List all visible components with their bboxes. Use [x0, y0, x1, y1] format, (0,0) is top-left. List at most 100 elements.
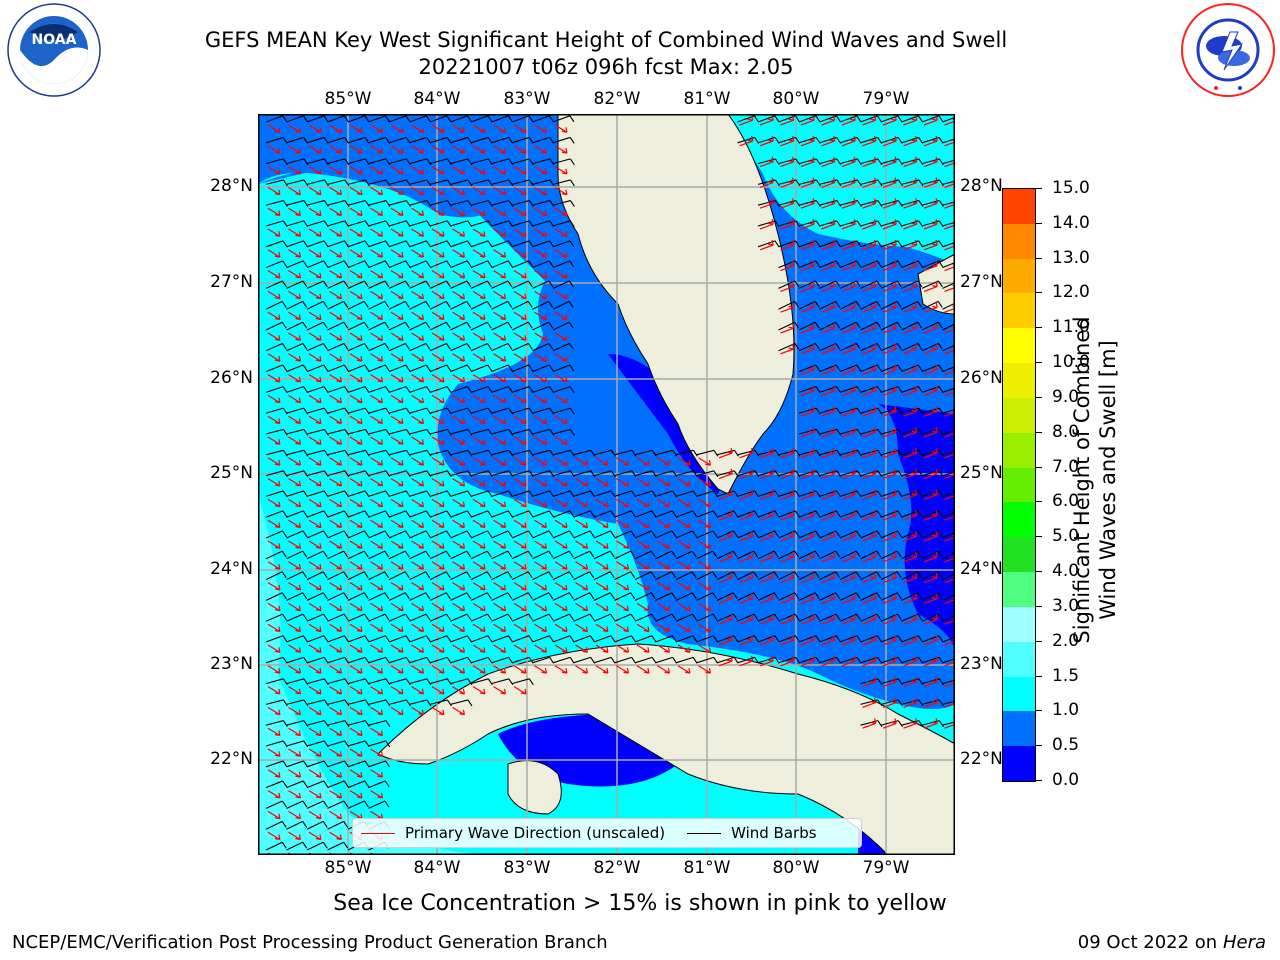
- wind-barb: [839, 321, 861, 331]
- wave-arrow: [411, 602, 425, 612]
- wave-arrow: [390, 332, 404, 341]
- wave-arrow: [390, 353, 404, 362]
- wave-arrow: [370, 415, 384, 425]
- wave-arrow: [472, 394, 486, 404]
- wave-arrow: [882, 135, 897, 147]
- wave-arrow: [411, 686, 425, 695]
- wave-arrow: [739, 135, 754, 147]
- wave-arrow: [370, 374, 384, 383]
- wind-barb: [306, 115, 329, 123]
- wave-arrow: [288, 706, 302, 716]
- wind-barb: [409, 592, 431, 601]
- wave-arrow: [944, 368, 955, 376]
- wave-arrow: [923, 614, 938, 625]
- wave-arrow: [882, 198, 897, 209]
- wave-arrow: [923, 156, 938, 168]
- wave-arrow: [431, 602, 445, 612]
- wave-arrow: [903, 260, 918, 272]
- wave-arrow: [862, 655, 877, 667]
- wind-barb: [696, 592, 718, 601]
- wind-barb: [409, 449, 432, 457]
- wave-arrow: [349, 644, 363, 653]
- wind-barb: [306, 760, 329, 768]
- wind-barb: [450, 364, 472, 373]
- wind-barb: [265, 820, 287, 830]
- wave-arrow: [411, 582, 425, 591]
- wind-barb: [798, 300, 820, 310]
- wind-barb: [388, 592, 410, 601]
- wave-arrow: [821, 572, 836, 584]
- wave-arrow: [267, 207, 281, 217]
- wave-arrow: [308, 457, 322, 466]
- wind-barb: [942, 451, 955, 456]
- wind-barb: [347, 280, 369, 289]
- wind-barb: [327, 300, 349, 310]
- wave-arrow: [882, 489, 897, 500]
- wave-arrow: [308, 623, 322, 633]
- wave-arrow: [431, 353, 445, 362]
- wave-arrow: [411, 498, 425, 508]
- wave-arrow: [780, 135, 795, 147]
- wave-arrow: [923, 572, 938, 584]
- wind-barb: [942, 532, 955, 539]
- wave-arrow: [288, 332, 302, 341]
- wave-arrow: [882, 635, 897, 646]
- wind-barb: [942, 408, 955, 414]
- wind-barb: [450, 386, 472, 393]
- wave-arrow: [554, 665, 568, 674]
- wind-barb: [286, 115, 308, 123]
- wave-arrow: [575, 582, 589, 591]
- wave-arrow: [349, 353, 363, 362]
- wind-barb: [368, 760, 390, 768]
- wave-arrow: [903, 115, 918, 126]
- wave-arrow: [349, 270, 363, 279]
- wind-barb: [265, 449, 288, 457]
- wave-arrow: [452, 124, 466, 133]
- wind-barb: [306, 820, 328, 830]
- wave-arrow: [554, 166, 568, 175]
- wind-barb: [511, 260, 534, 269]
- wind-barb: [819, 592, 841, 601]
- wave-arrow: [862, 323, 877, 334]
- wind-barb: [327, 510, 349, 518]
- colorbar-tick-mark: [1036, 362, 1042, 364]
- wave-arrow: [903, 468, 918, 480]
- wave-arrow: [534, 249, 548, 258]
- wave-arrow: [780, 219, 795, 230]
- wave-arrow: [493, 249, 507, 258]
- wind-barb: [798, 571, 820, 581]
- lon-tick-bottom: 85°W: [324, 858, 372, 878]
- wave-arrow: [308, 790, 322, 799]
- wave-arrow: [534, 270, 548, 279]
- wind-barb: [368, 386, 390, 393]
- wave-arrow: [288, 290, 302, 300]
- wave-arrow: [554, 249, 568, 258]
- wind-barb: [286, 571, 308, 581]
- wave-arrow: [657, 457, 671, 466]
- wave-arrow: [431, 706, 445, 716]
- wave-arrow: [411, 166, 425, 175]
- wave-arrow: [862, 260, 877, 272]
- wave-arrow: [370, 332, 384, 341]
- wave-arrow: [267, 228, 281, 237]
- wave-arrow: [329, 831, 343, 841]
- wave-arrow: [821, 364, 836, 376]
- colorbar-tick-mark: [1036, 745, 1042, 747]
- wind-barb: [921, 550, 943, 560]
- wave-arrow: [349, 166, 363, 175]
- wave-arrow: [554, 519, 568, 529]
- wave-arrow: [944, 139, 955, 147]
- wave-arrow: [513, 686, 527, 695]
- wind-barb: [347, 510, 370, 518]
- wave-arrow: [944, 222, 955, 230]
- wave-arrow: [800, 135, 815, 147]
- wave-arrow: [923, 364, 938, 376]
- colorbar-tick-mark: [1036, 605, 1042, 607]
- wave-arrow: [308, 145, 322, 154]
- wave-arrow: [903, 551, 918, 563]
- wave-arrow: [923, 551, 938, 563]
- wave-arrow: [903, 427, 918, 438]
- wind-barb: [552, 342, 574, 352]
- wind-barb: [552, 179, 575, 187]
- wave-arrow: [452, 602, 466, 612]
